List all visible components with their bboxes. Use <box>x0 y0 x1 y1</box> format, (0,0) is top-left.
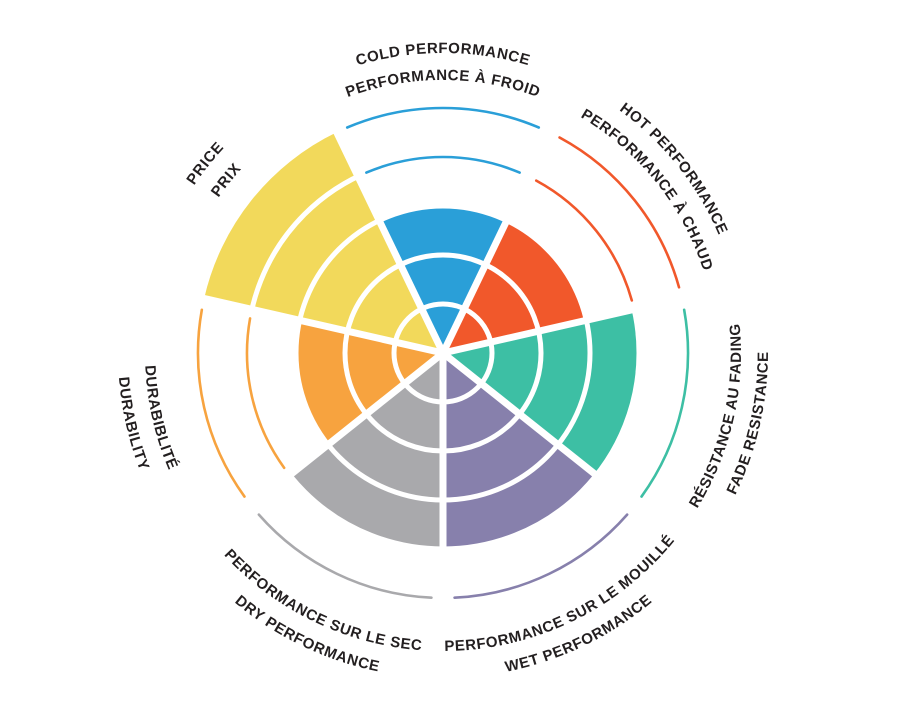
cold-performance-empty-ring-arc-4 <box>365 155 521 174</box>
dry-performance-empty-ring-arc-5 <box>257 513 433 600</box>
price-wedge <box>204 132 443 353</box>
hot-performance-empty-ring-arc-5 <box>558 136 681 289</box>
cold-performance-wedge <box>379 206 507 353</box>
durability-empty-ring-arc-4 <box>245 317 286 470</box>
wet-performance-wedge <box>443 353 597 549</box>
hot-performance-label-en-textpath: HOT PERFORMANCE <box>617 100 731 238</box>
cold-performance-label-en-textpath: COLD PERFORMANCE <box>354 40 532 69</box>
sector-wedges <box>204 132 640 549</box>
outer-ring-arcs <box>196 106 690 600</box>
sector-separator-4 <box>243 350 446 513</box>
cold-performance-label-fr: PERFORMANCE À FROID <box>343 67 542 101</box>
cold-performance-label-fr-textpath: PERFORMANCE À FROID <box>343 67 542 101</box>
fade-resistance-empty-ring-arc-5 <box>640 308 690 498</box>
hot-performance-label-en: HOT PERFORMANCE <box>617 100 731 238</box>
sector-separator-0 <box>439 124 556 355</box>
white-sector-separators <box>196 124 690 605</box>
dry-performance-wedge <box>289 353 443 549</box>
sector-separator-6 <box>330 124 447 355</box>
durability-empty-ring-arc-5 <box>196 308 246 498</box>
durability-wedge <box>296 320 443 445</box>
sector-separator-1 <box>442 293 690 357</box>
cold-performance-label-en: COLD PERFORMANCE <box>354 40 532 69</box>
cold-performance-empty-ring-arc-5 <box>345 106 541 129</box>
sector-separator-2 <box>440 350 643 513</box>
hot-performance-empty-ring-arc-4 <box>534 179 634 302</box>
sector-separator-5 <box>196 293 444 357</box>
wet-performance-empty-ring-arc-5 <box>453 513 629 600</box>
